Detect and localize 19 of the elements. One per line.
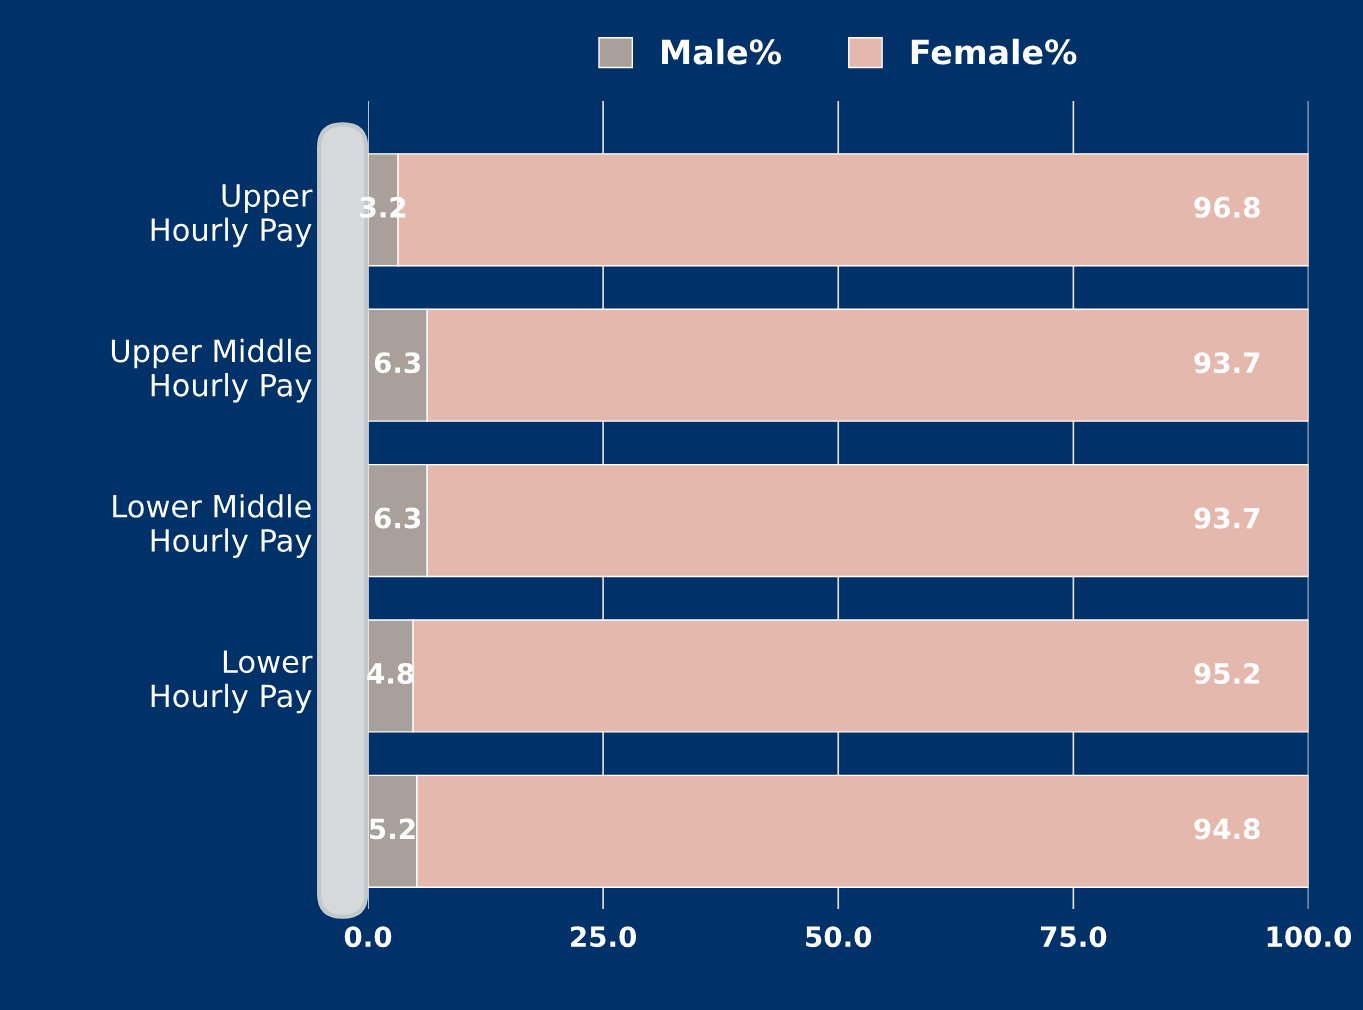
data-label: 93.7	[1194, 507, 1260, 529]
data-label: 6.3	[374, 507, 421, 529]
x-tick-label: 50.0	[806, 926, 872, 948]
data-label: 5.2	[370, 818, 415, 840]
legend-label: Male%	[662, 38, 782, 65]
y-tick-label: Lower Hourly Pay	[151, 650, 313, 714]
x-tick-label: 0.0	[344, 926, 392, 948]
data-label: 94.8	[1194, 818, 1260, 840]
data-label: 93.7	[1194, 352, 1260, 374]
x-tick-label: 25.0	[571, 926, 637, 948]
data-label: 96.8	[1194, 196, 1260, 218]
x-tick-label: 75.0	[1040, 926, 1107, 948]
x-tick-label: 100.0	[1267, 926, 1352, 948]
data-label: 95.2	[1194, 662, 1260, 684]
legend-label: Female%	[911, 38, 1077, 65]
y-tick-label: Upper Hourly Pay	[151, 184, 313, 248]
y-tick-label: Upper Middle Hourly Pay	[111, 338, 312, 403]
data-label: 6.3	[374, 352, 421, 374]
y-tick-label: Lower Middle Hourly Pay	[113, 494, 312, 558]
